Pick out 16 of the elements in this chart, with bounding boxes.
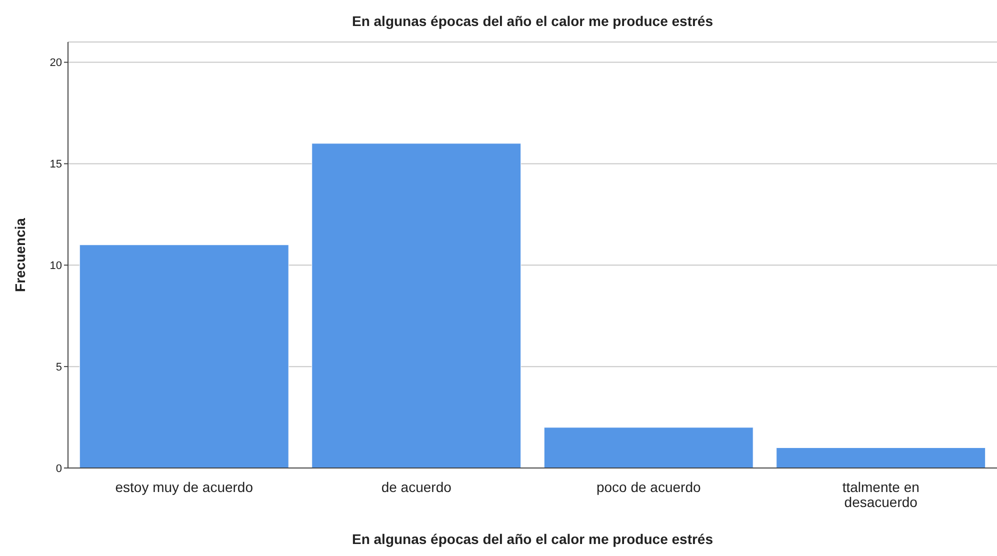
bar [544,427,754,468]
x-tick-label: de acuerdo [381,479,452,495]
bar [312,143,522,468]
x-tick-label: estoy muy de acuerdo [115,479,254,495]
y-tick-label: 5 [56,361,62,374]
x-tick-label: ttalmente en desacuerdo [842,479,920,510]
y-tick-label: 20 [50,57,62,70]
chart-title: En algunas épocas del año el calor me produce estrés [350,12,714,31]
y-tick-label: 0 [56,462,62,475]
bar [776,447,986,468]
y-tick-label: 15 [50,158,62,171]
y-tick-label: 10 [50,260,62,272]
x-axis-title: En algunas épocas del año el calor me produce estrés [352,531,714,547]
y-axis-title: Frecuencia [12,218,28,292]
x-tick-label: poco de acuerdo [596,479,701,495]
bar [79,244,289,468]
